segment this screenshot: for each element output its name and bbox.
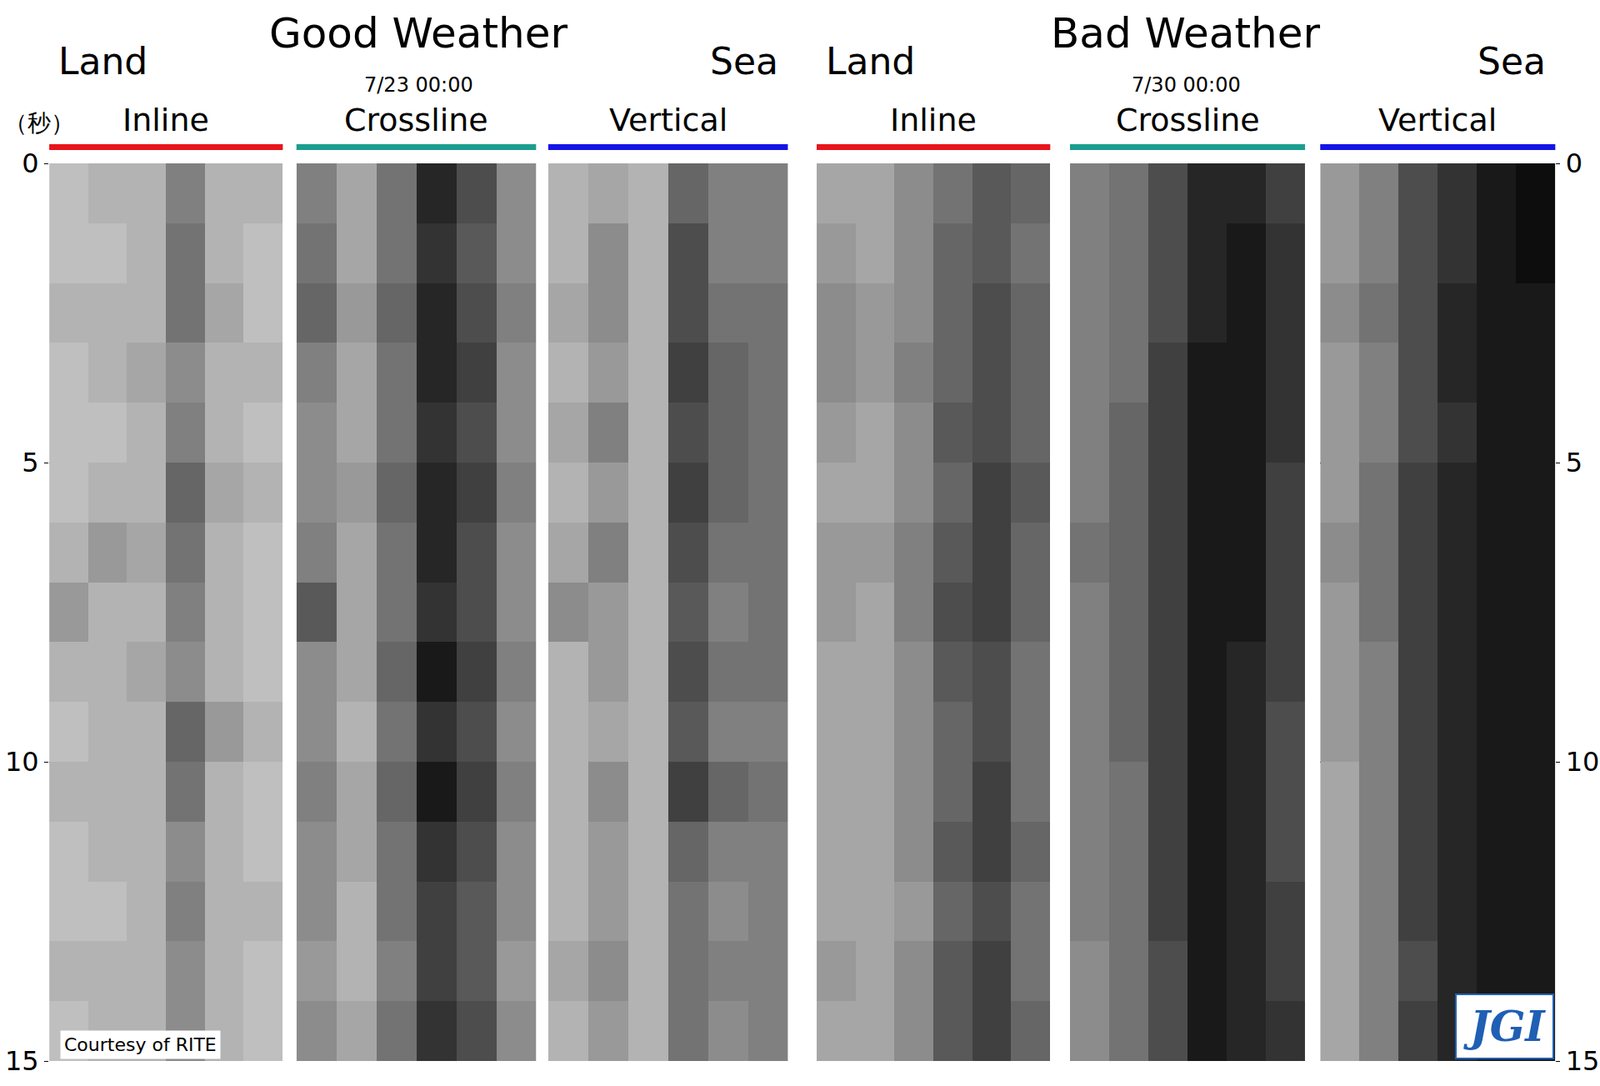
svg-text:Inline: Inline (122, 101, 210, 139)
svg-text:7/23 00:00: 7/23 00:00 (364, 73, 474, 97)
svg-text:Land: Land (825, 40, 915, 83)
svg-text:0: 0 (21, 147, 39, 180)
svg-text:（秒）: （秒） (4, 109, 75, 137)
svg-text:10: 10 (1565, 745, 1600, 778)
svg-text:5: 5 (1565, 446, 1583, 479)
svg-text:0: 0 (1565, 147, 1583, 180)
svg-text:15: 15 (1565, 1045, 1600, 1077)
svg-text:Inline: Inline (890, 101, 977, 139)
svg-text:Crossline: Crossline (1115, 101, 1260, 139)
svg-text:15: 15 (5, 1045, 40, 1077)
svg-text:Sea: Sea (710, 40, 779, 83)
svg-text:Sea: Sea (1477, 40, 1546, 83)
svg-text:JGI: JGI (1463, 1001, 1546, 1051)
svg-text:Good Weather: Good Weather (269, 9, 569, 58)
svg-text:Bad Weather: Bad Weather (1050, 9, 1321, 58)
svg-text:Land: Land (58, 40, 148, 83)
svg-text:7/30 00:00: 7/30 00:00 (1131, 73, 1241, 97)
svg-text:Vertical: Vertical (609, 101, 728, 139)
svg-text:5: 5 (21, 446, 39, 479)
svg-text:Courtesy of RITE: Courtesy of RITE (64, 1034, 217, 1055)
svg-text:Vertical: Vertical (1378, 101, 1497, 139)
svg-text:Crossline: Crossline (344, 101, 489, 139)
svg-text:10: 10 (5, 745, 40, 778)
